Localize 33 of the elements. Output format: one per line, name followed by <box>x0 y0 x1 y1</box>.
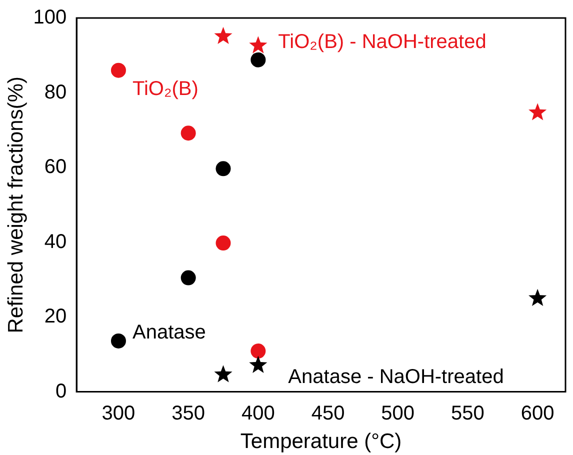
y-tick-label: 40 <box>44 230 67 253</box>
point <box>250 344 266 359</box>
point <box>180 270 196 286</box>
point <box>214 365 232 382</box>
x-axis-title: Temperature (°C) <box>240 430 402 454</box>
y-tick-label: 60 <box>44 156 67 178</box>
point <box>250 52 266 68</box>
y-tick-label: 0 <box>55 380 67 402</box>
series-label: Anatase - NaOH-treated <box>288 366 504 388</box>
series-label: Anatase <box>132 321 206 344</box>
y-tick-label: 100 <box>33 6 67 29</box>
y-tick-label: 20 <box>44 306 67 328</box>
point <box>110 62 126 78</box>
point <box>249 356 268 373</box>
series-label: TiO₂(B) - NaOH-treated <box>278 31 486 54</box>
point <box>528 288 547 306</box>
series-label: TiO₂(B) <box>132 78 198 100</box>
x-tick-label: 300 <box>102 402 136 424</box>
x-tick-label: 500 <box>381 402 415 424</box>
x-tick-label: 350 <box>172 402 206 424</box>
x-tick-label: 600 <box>520 402 554 424</box>
point <box>216 236 231 251</box>
x-tick-label: 550 <box>451 402 484 424</box>
point <box>528 103 547 120</box>
x-tick-label: 450 <box>311 402 345 424</box>
point <box>180 126 196 141</box>
y-axis-title: Refined weight fractions(%) <box>4 76 28 334</box>
point <box>110 333 126 348</box>
point <box>214 26 232 44</box>
y-tick-label: 80 <box>44 81 67 104</box>
point <box>216 161 231 176</box>
point <box>249 36 268 54</box>
x-tick-label: 400 <box>241 402 275 424</box>
